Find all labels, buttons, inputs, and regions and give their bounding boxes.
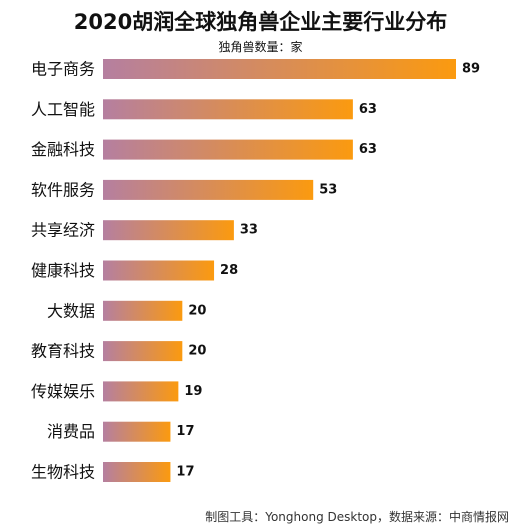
category-label: 软件服务 bbox=[31, 180, 95, 199]
bar bbox=[103, 99, 353, 120]
bar bbox=[103, 381, 179, 402]
bar bbox=[103, 462, 171, 482]
category-label: 健康科技 bbox=[31, 261, 95, 280]
value-label: 28 bbox=[220, 263, 238, 278]
value-label: 89 bbox=[462, 62, 480, 77]
chart-title: 2020胡润全球独角兽企业主要行业分布 bbox=[73, 10, 448, 34]
category-label: 传媒娱乐 bbox=[31, 382, 95, 401]
bar bbox=[103, 341, 183, 362]
chart-footer: 制图工具：Yonghong Desktop，数据来源：中商情报网 bbox=[205, 510, 509, 524]
bar bbox=[103, 260, 215, 281]
value-label: 63 bbox=[359, 142, 377, 157]
value-label: 53 bbox=[319, 182, 337, 197]
bars-layer: 电子商务 89 人工智能 63 金融科技 63 软件服务 53 共享经济 33 健康科技 28 大数据 2… bbox=[31, 59, 480, 482]
value-label: 63 bbox=[359, 102, 377, 117]
bar bbox=[103, 179, 314, 200]
category-label: 金融科技 bbox=[31, 140, 95, 159]
value-label: 17 bbox=[176, 424, 194, 439]
category-label: 大数据 bbox=[47, 301, 95, 320]
category-label: 教育科技 bbox=[31, 342, 95, 361]
chart-subtitle: 独角兽数量：家 bbox=[218, 40, 303, 54]
bar bbox=[103, 220, 234, 241]
category-label: 生物科技 bbox=[31, 463, 95, 482]
value-label: 20 bbox=[188, 303, 206, 318]
category-label: 电子商务 bbox=[31, 60, 95, 79]
bar bbox=[103, 59, 456, 79]
value-label: 19 bbox=[184, 384, 202, 399]
bar bbox=[103, 300, 183, 321]
value-label: 33 bbox=[240, 223, 258, 238]
category-label: 消费品 bbox=[47, 422, 95, 441]
bar bbox=[103, 421, 171, 442]
value-label: 20 bbox=[188, 344, 206, 359]
category-label: 人工智能 bbox=[31, 100, 95, 119]
bar bbox=[103, 139, 353, 160]
category-label: 共享经济 bbox=[31, 221, 95, 240]
value-label: 17 bbox=[176, 465, 194, 480]
